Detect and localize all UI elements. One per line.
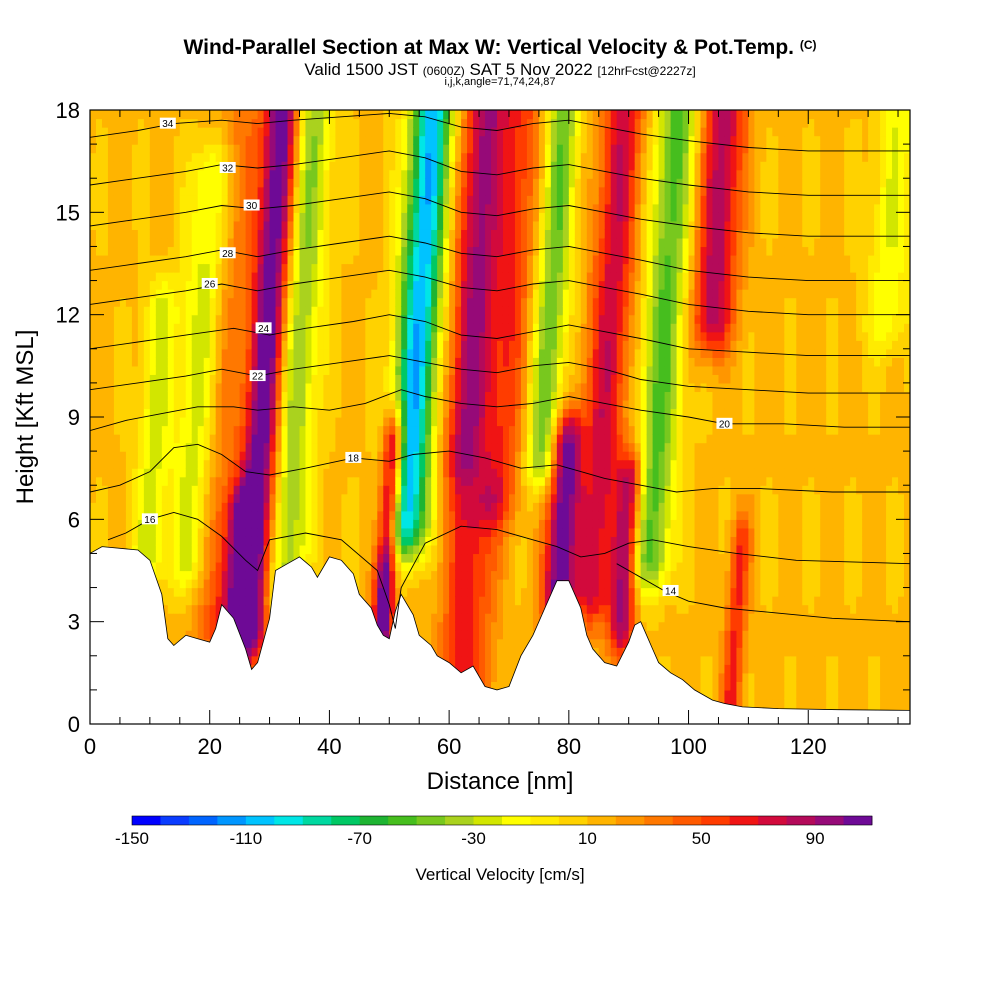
contour-label-20: 20	[719, 419, 731, 430]
valid-utc: (0600Z)	[422, 64, 465, 78]
x-tick-label: 60	[437, 734, 461, 759]
colorbar-swatch	[302, 816, 332, 825]
colorbar-title: Vertical Velocity [cm/s]	[415, 865, 584, 884]
colorbar-swatch	[701, 816, 731, 825]
contour-label-28: 28	[222, 249, 234, 260]
vertical-velocity-field	[90, 110, 910, 724]
valid-time: Valid 1500 JST	[304, 60, 419, 79]
contour-label-24: 24	[258, 324, 270, 335]
contour-label-32: 32	[222, 163, 234, 174]
colorbar-swatch	[388, 816, 418, 825]
contour-label-bg	[219, 161, 236, 173]
contour-label-bg	[159, 117, 176, 129]
x-tick-label: 120	[790, 734, 827, 759]
contour-label-22: 22	[252, 372, 264, 383]
y-tick-label: 18	[56, 98, 80, 123]
contour-label-bg	[141, 513, 158, 525]
theta-contour-22	[90, 355, 910, 394]
x-tick-label: 80	[557, 734, 581, 759]
colorbar-swatch	[615, 816, 645, 825]
colorbar-swatch	[331, 816, 361, 825]
chart-subtitle: Valid 1500 JST (0600Z) SAT 5 Nov 2022 [1…	[0, 60, 1000, 80]
x-tick-label: 0	[84, 734, 96, 759]
colorbar-tick-label: -150	[115, 829, 149, 848]
colorbar-swatch	[445, 816, 474, 825]
theta-contour-24	[90, 314, 910, 357]
colorbar-swatch	[786, 816, 816, 825]
theta-contour-34	[90, 112, 910, 152]
contour-label-bg	[662, 584, 679, 596]
axes: 0 20 40 60 80 100 120 0 3 6 9 12 15 18	[56, 98, 911, 759]
x-tick-label: 20	[197, 734, 221, 759]
colorbar-swatch	[843, 816, 873, 825]
y-tick-label: 12	[56, 303, 80, 328]
colorbar-tick-label: 10	[578, 829, 597, 848]
contour-label-26: 26	[204, 279, 216, 290]
colorbar-swatch	[188, 816, 218, 825]
y-tick-label: 0	[68, 712, 80, 737]
y-tick-label: 15	[56, 200, 80, 225]
title-mark: (C)	[799, 38, 817, 52]
colorbar-swatch	[274, 816, 304, 825]
theta-contour-20	[90, 389, 910, 432]
colorbar-tick-label: 50	[692, 829, 711, 848]
x-axis-label: Distance [nm]	[427, 768, 574, 795]
colorbar-swatch	[644, 816, 674, 825]
title-main: Wind-Parallel Section at Max W: Vertical…	[183, 36, 794, 59]
colorbar: -150 -110 -70 -30 10 50 90	[115, 815, 873, 848]
contour-label-bg	[345, 451, 362, 463]
theta-contour-18	[90, 443, 910, 493]
contour-label-34: 34	[162, 119, 174, 130]
theta-contour-14	[616, 563, 910, 623]
contour-label-14: 14	[665, 586, 677, 597]
colorbar-tick-label: -30	[461, 829, 486, 848]
colorbar-swatch	[160, 816, 190, 825]
theta-contour-30	[90, 191, 910, 237]
theta-contours: 14 16 18 20 22 24 26 28 30 32 34	[90, 112, 910, 629]
colorbar-swatch	[416, 816, 446, 825]
contour-label-18: 18	[348, 453, 360, 464]
chart-title: Wind-Parallel Section at Max W: Vertical…	[0, 36, 1000, 60]
colorbar-swatch	[359, 816, 389, 825]
colorbar-swatch	[502, 816, 531, 825]
x-tick-label: 100	[670, 734, 707, 759]
contour-label-30: 30	[246, 201, 258, 212]
colorbar-swatch	[558, 816, 588, 825]
colorbar-tick-label: -110	[229, 829, 262, 848]
y-axis-label: Height [Kft MSL]	[12, 330, 39, 505]
y-tick-label: 6	[68, 507, 80, 532]
contour-label-bg	[716, 417, 733, 429]
y-tick-label: 9	[68, 405, 80, 430]
contour-label-bg	[243, 199, 260, 211]
valid-date: SAT 5 Nov 2022	[469, 60, 593, 79]
theta-contour-26	[90, 269, 910, 316]
forecast-info: [12hrFcst@2227z]	[597, 64, 696, 78]
colorbar-tick-label: 90	[806, 829, 825, 848]
colorbar-swatch	[530, 816, 560, 825]
y-tick-label: 3	[68, 610, 80, 635]
contour-label-bg	[219, 247, 236, 259]
contour-label-bg	[249, 370, 266, 382]
theta-contour-16	[107, 512, 910, 629]
colorbar-swatch	[672, 816, 702, 825]
terrain-surface	[90, 546, 910, 724]
colorbar-swatch	[132, 816, 161, 825]
index-info: i,j,k,angle=71,74,24,87	[444, 76, 556, 88]
colorbar-swatch	[815, 816, 844, 825]
colorbar-swatch	[587, 816, 617, 825]
colorbar-swatch	[245, 816, 275, 825]
colorbar-swatch	[758, 816, 788, 825]
contour-label-bg	[255, 322, 272, 334]
colorbar-tick-label: -70	[347, 829, 372, 848]
colorbar-swatch	[473, 816, 503, 825]
terrain	[90, 546, 910, 724]
contour-label-bg	[201, 277, 218, 289]
x-tick-label: 40	[317, 734, 341, 759]
colorbar-swatch	[729, 816, 759, 825]
colorbar-swatch	[217, 816, 247, 825]
contour-label-16: 16	[144, 515, 156, 526]
